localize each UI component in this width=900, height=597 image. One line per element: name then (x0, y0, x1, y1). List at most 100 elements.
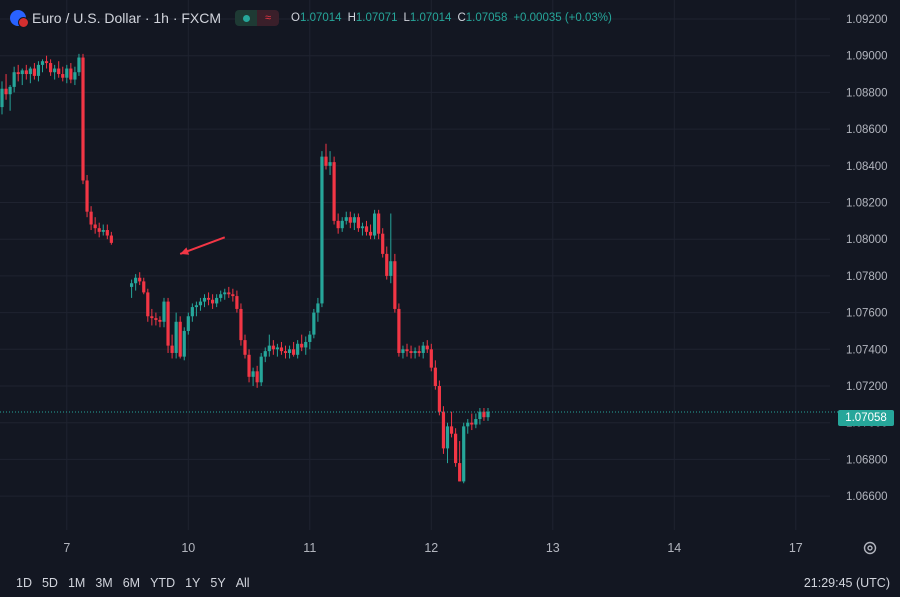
candle (389, 213, 393, 284)
candle (368, 224, 373, 240)
low-label: L (403, 12, 410, 24)
candle (219, 290, 223, 302)
candle (190, 303, 194, 322)
market-status-pills[interactable]: ≈ (235, 10, 280, 26)
candle (259, 352, 263, 386)
candle (81, 53, 85, 185)
candle (138, 272, 142, 286)
candle (316, 297, 320, 322)
candle (109, 231, 113, 245)
candle (215, 294, 219, 308)
eurusd-flag-icon[interactable] (10, 10, 29, 28)
x-tick-label: 13 (546, 541, 560, 555)
candle (154, 312, 158, 326)
arrow-head[interactable] (180, 247, 190, 255)
x-tick-label: 11 (303, 541, 316, 555)
candle (304, 336, 308, 355)
candle (24, 64, 28, 80)
range-button-all[interactable]: All (235, 576, 250, 590)
candle (458, 441, 462, 482)
candle (336, 213, 340, 234)
candle (223, 288, 227, 300)
symbol-title[interactable]: Euro / U.S. Dollar · 1h · FXCM (32, 10, 222, 26)
candle (247, 349, 251, 383)
candle (267, 334, 271, 357)
y-tick-label: 1.08800 (846, 87, 888, 99)
price-axis[interactable]: 1.066001.068001.070001.072001.074001.076… (846, 14, 888, 503)
candle (296, 340, 300, 359)
range-button-1m[interactable]: 1M (67, 576, 86, 590)
time-axis[interactable]: 7 10 11 12 13 14 17 (63, 541, 802, 555)
candle (85, 174, 89, 218)
candle (413, 347, 417, 359)
candle (227, 286, 231, 298)
candle (170, 334, 174, 359)
candle (360, 222, 365, 236)
candle (12, 66, 16, 93)
candle (433, 360, 437, 390)
candle (287, 345, 292, 359)
candle (328, 151, 332, 175)
high-value: 1.07071 (355, 12, 398, 24)
candle (385, 246, 389, 280)
candle (8, 85, 12, 111)
y-tick-label: 1.07600 (846, 308, 888, 320)
candle (231, 288, 235, 302)
candle (186, 312, 190, 335)
market-open-icon[interactable] (235, 10, 258, 26)
candle (49, 59, 53, 76)
close-value: 1.07058 (465, 12, 508, 24)
range-button-3m[interactable]: 3M (95, 576, 113, 590)
candle (300, 334, 304, 352)
candle (441, 406, 446, 454)
candle (352, 213, 356, 231)
candle (0, 81, 4, 115)
date-range-buttons: 1D 5D 1M 3M 6M YTD 1Y 5Y All (16, 576, 250, 590)
axis-settings-icon[interactable] (862, 540, 878, 556)
candle (150, 308, 154, 326)
candle (243, 334, 247, 359)
candle (377, 209, 381, 240)
candle (373, 209, 377, 240)
candle (40, 59, 45, 73)
arrow-annotation[interactable] (179, 236, 226, 255)
candle (364, 220, 369, 236)
candle (437, 380, 441, 416)
utc-clock[interactable]: 21:29:45 (UTC) (803, 576, 890, 590)
candle (130, 279, 134, 298)
candle (454, 428, 458, 467)
y-tick-label: 1.08400 (846, 161, 888, 173)
candle (166, 297, 170, 353)
candle (53, 64, 57, 80)
candle (20, 68, 24, 86)
range-button-5y[interactable]: 5Y (210, 576, 226, 590)
range-button-ytd[interactable]: YTD (150, 576, 176, 590)
range-button-6m[interactable]: 6M (122, 576, 141, 590)
candle (73, 66, 77, 86)
open-label: O (291, 12, 300, 24)
delay-icon[interactable]: ≈ (257, 10, 280, 26)
candle (482, 408, 486, 421)
candle (320, 151, 324, 308)
candle (255, 365, 259, 388)
candle (105, 224, 109, 240)
candle (348, 211, 352, 229)
candle (32, 63, 36, 80)
range-button-1d[interactable]: 1D (16, 576, 32, 590)
y-tick-label: 1.08600 (846, 124, 888, 136)
candle (486, 408, 490, 421)
candle (474, 413, 478, 429)
candle (283, 345, 288, 359)
candle (425, 340, 429, 353)
range-button-5d[interactable]: 5D (41, 576, 58, 590)
candle (61, 66, 65, 82)
candle (324, 143, 328, 170)
ohlc-values: O1.07014 H1.07071 L1.07014 C1.07058 +0.0… (291, 12, 612, 24)
candle (28, 66, 32, 84)
candle (421, 341, 425, 359)
range-button-1y[interactable]: 1Y (185, 576, 201, 590)
candle (211, 294, 215, 309)
candle (344, 211, 348, 225)
candle (271, 340, 275, 355)
